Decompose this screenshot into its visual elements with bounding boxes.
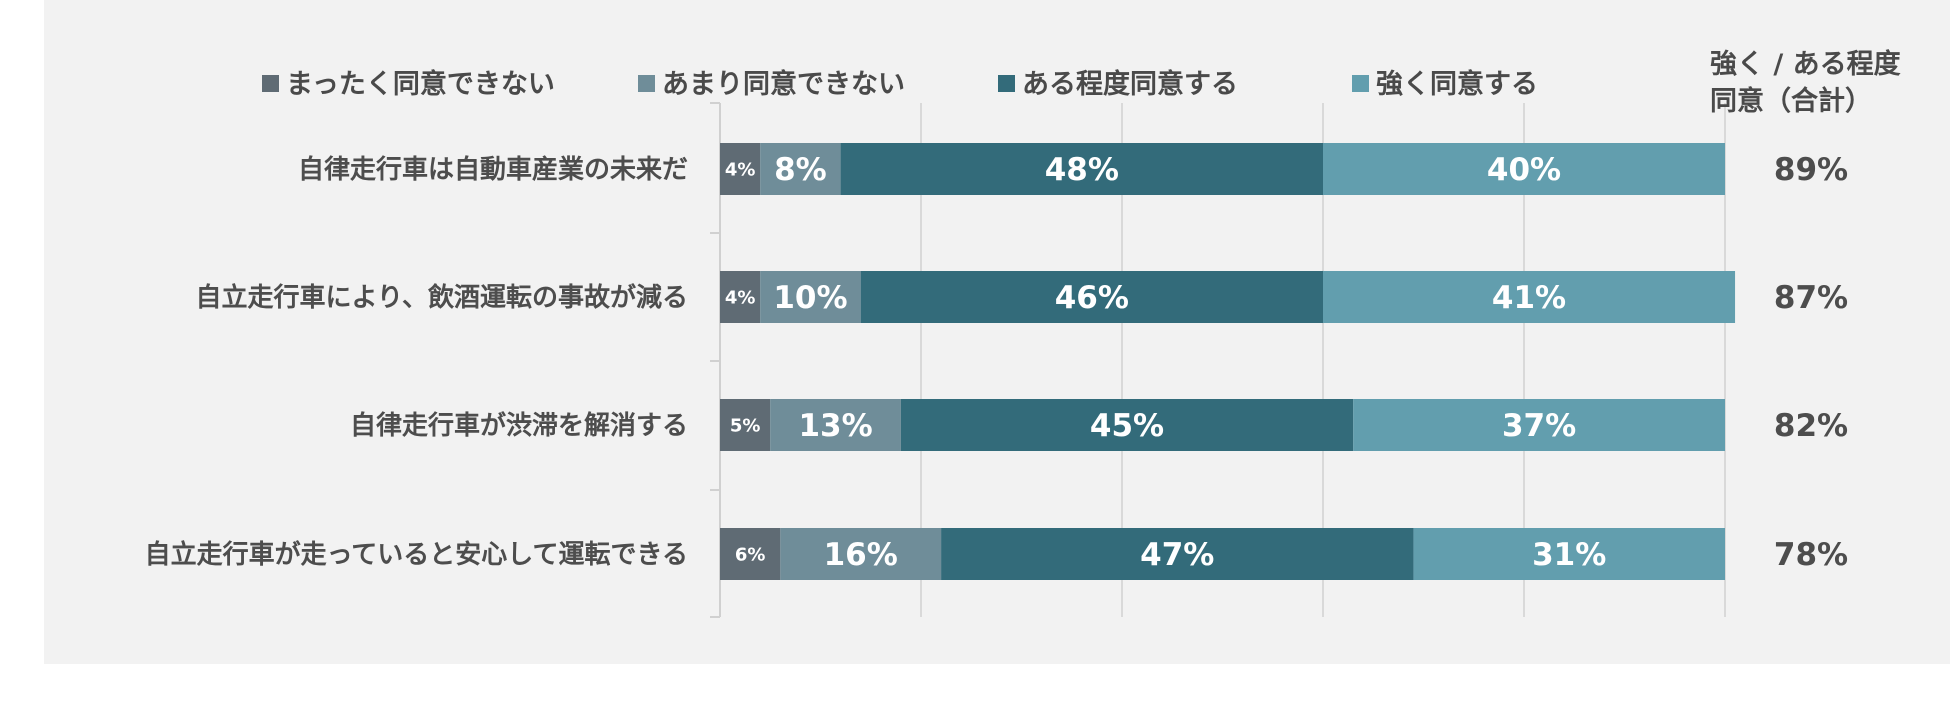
- category-label: 自立走行車が走っていると安心して運転できる: [145, 539, 688, 570]
- bar-segment: [760, 143, 841, 195]
- category-label: 自律走行車は自動車産業の未来だ: [298, 154, 688, 185]
- totals-column: 強く / ある程度同意（合計） 89% 87% 82% 78%: [1710, 48, 1901, 573]
- bars: 4% 8% 48% 40% 4% 10% 46% 41% 5% 13% 45% 37% 6% 16% 47%…: [720, 143, 1736, 580]
- data-label: 31%: [1532, 537, 1606, 573]
- bar-segment: [900, 399, 1354, 451]
- bar-segment: [840, 143, 1323, 195]
- data-label: 4%: [725, 287, 756, 308]
- legend-swatch: [998, 75, 1015, 92]
- legend-label: ある程度同意する: [1022, 68, 1238, 100]
- data-label: 48%: [1045, 152, 1119, 188]
- bar-segment: [1413, 528, 1725, 580]
- data-label: 45%: [1090, 408, 1164, 444]
- legend-swatch: [1352, 75, 1369, 92]
- totals-header: 同意（合計）: [1710, 85, 1872, 117]
- data-label: 5%: [730, 415, 761, 436]
- bar-segment: [860, 271, 1323, 323]
- legend-label: まったく同意できない: [286, 68, 555, 100]
- bar-segment: [1323, 143, 1725, 195]
- bar-segment: [1323, 271, 1736, 323]
- bar-segment: [760, 271, 861, 323]
- legend-swatch: [262, 75, 279, 92]
- legend-label: あまり同意できない: [662, 68, 905, 100]
- totals-header: 強く / ある程度: [1710, 48, 1901, 80]
- bar-segment: [780, 528, 942, 580]
- bar-segment: [720, 271, 761, 323]
- category-labels: 自律走行車は自動車産業の未来だ自立走行車により、飲酒運転の事故が減る自律走行車が…: [145, 154, 688, 570]
- bar-segment: [720, 399, 771, 451]
- total-value: 89%: [1774, 152, 1848, 188]
- data-label: 4%: [725, 159, 756, 180]
- bar-segment: [941, 528, 1414, 580]
- data-label: 13%: [798, 408, 872, 444]
- data-label: 8%: [774, 152, 827, 188]
- total-value: 82%: [1774, 408, 1848, 444]
- bar-segment: [1353, 399, 1725, 451]
- total-value: 87%: [1774, 280, 1848, 316]
- data-label: 16%: [824, 537, 898, 573]
- data-label: 37%: [1502, 408, 1576, 444]
- bar-segment: [770, 399, 901, 451]
- data-label: 40%: [1487, 152, 1561, 188]
- data-label: 6%: [735, 544, 766, 565]
- legend-label: 強く同意する: [1376, 68, 1538, 100]
- bar-segment: [720, 143, 761, 195]
- data-label: 10%: [773, 280, 847, 316]
- bar-segment: [720, 528, 781, 580]
- category-label: 自立走行車により、飲酒運転の事故が減る: [196, 282, 688, 313]
- category-label: 自律走行車が渋滞を解消する: [350, 410, 688, 441]
- data-label: 41%: [1492, 280, 1566, 316]
- legend-swatch: [638, 75, 655, 92]
- legend: まったく同意できない あまり同意できない ある程度同意する 強く同意する: [262, 68, 1538, 100]
- data-label: 46%: [1055, 280, 1129, 316]
- total-value: 78%: [1774, 537, 1848, 573]
- data-label: 47%: [1140, 537, 1214, 573]
